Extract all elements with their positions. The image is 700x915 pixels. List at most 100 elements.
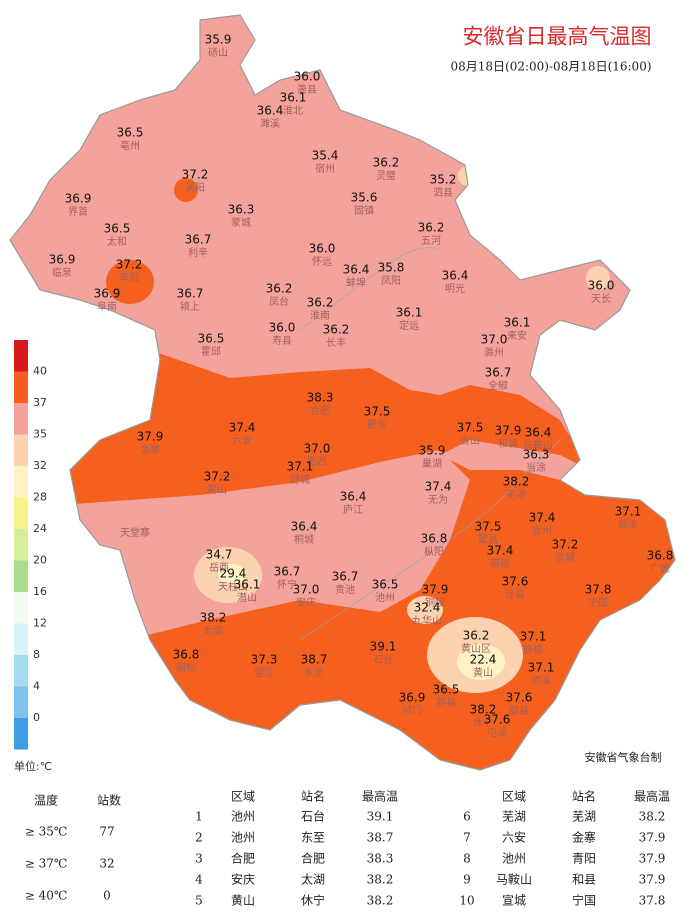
station-value: 36.4 <box>340 490 367 504</box>
station-name: 霍邱 <box>201 345 221 358</box>
station-name: 六安 <box>232 434 252 447</box>
top10-cell: 池州 <box>231 810 255 824</box>
station-value: 37.1 <box>520 630 547 644</box>
top10-cell: 休宁 <box>301 893 325 908</box>
legend-tick: 35 <box>33 428 47 441</box>
station-name: 萧县 <box>297 84 317 96</box>
station-value: 37.1 <box>615 505 642 519</box>
station-name: 阜南 <box>97 300 117 313</box>
station-name: 铜陵 <box>425 597 445 609</box>
station-value: 35.4 <box>312 149 339 163</box>
station-name: 利辛 <box>188 246 208 259</box>
subtitle: 08月18日(02:00)-08月18日(16:00) <box>450 60 651 74</box>
station-name: 休宁 <box>473 716 493 729</box>
top10-header: 区域 <box>231 790 255 804</box>
top10-cell: 马鞍山 <box>496 872 532 887</box>
station-name: 固镇 <box>354 204 374 217</box>
top10-cell: 38.7 <box>367 831 394 845</box>
station-name: 阜阳 <box>119 271 139 284</box>
station-name: 滁州 <box>484 346 504 359</box>
station-name: 凤台 <box>269 295 289 308</box>
station-name: 黄山 <box>473 666 493 679</box>
station-name: 九华山 <box>412 614 442 627</box>
station-value: 36.4 <box>343 263 370 277</box>
station-name: 全椒 <box>488 379 508 392</box>
station-value: 38.3 <box>307 391 334 405</box>
station-name: 泗县 <box>433 187 453 199</box>
legend-swatch <box>14 592 28 624</box>
station-name: 东至 <box>304 666 324 679</box>
station-value: 36.2 <box>266 282 293 296</box>
legend-tick: 0 <box>33 711 40 724</box>
station-value: 37.0 <box>293 583 320 597</box>
station-value: 36.9 <box>65 192 92 206</box>
top10-cell: 和县 <box>572 873 596 887</box>
station-value: 36.0 <box>309 242 336 256</box>
station-name: 砀山 <box>208 47 228 59</box>
top10-cell: 池州 <box>231 831 255 845</box>
stations: 砀山35.9萧县36.0淮北36.1濉溪36.4亳州36.5宿州35.4灵璧36… <box>49 33 674 740</box>
station-value: 37.0 <box>481 333 508 347</box>
legend-swatch <box>14 403 28 435</box>
legend-swatch <box>14 340 28 372</box>
station-value: 36.3 <box>228 203 255 217</box>
station-name: 舒城 <box>290 473 310 486</box>
top10-cell: 池州 <box>502 852 526 866</box>
station-name: 岳西 <box>209 562 229 574</box>
legend-swatch <box>14 466 28 498</box>
station-value: 36.9 <box>399 691 426 705</box>
station-name: 淮南 <box>310 309 330 322</box>
station-value: 37.8 <box>585 583 612 597</box>
station-value: 36.5 <box>104 222 131 236</box>
station-value: 35.2 <box>430 173 457 187</box>
station-name: 歙县 <box>509 704 529 717</box>
station-name: 五河 <box>421 235 441 247</box>
legend-swatch <box>14 371 28 403</box>
station-name: 广德 <box>650 562 670 575</box>
station-name: 黟县 <box>436 697 456 709</box>
station-name: 颍上 <box>180 300 200 313</box>
station-value: 36.7 <box>274 565 301 579</box>
station-value: 36.1 <box>504 316 531 330</box>
map-fill <box>10 15 675 770</box>
station-name: 含山 <box>460 434 480 447</box>
station-name: 涡阳 <box>185 182 205 194</box>
top10-cell: 石台 <box>301 809 325 824</box>
station-name: 泾县 <box>505 588 525 601</box>
station-name: 旌德 <box>523 643 543 656</box>
top10-header: 最高温 <box>362 789 398 804</box>
station-name: 黄山区 <box>461 642 491 655</box>
legend-tick: 40 <box>33 365 47 378</box>
stats-cell: 77 <box>99 825 114 839</box>
station-name: 明光 <box>445 282 465 295</box>
top10-cell: 39.1 <box>367 810 394 824</box>
station-name: 凤阳 <box>381 275 401 287</box>
station-value: 35.6 <box>351 191 378 205</box>
station-name: 望江 <box>254 666 274 679</box>
top10-cell: 37.9 <box>639 831 666 845</box>
station-value: 37.2 <box>204 470 231 484</box>
stats-header: 温度 <box>34 793 58 808</box>
station-name: 寿县 <box>272 334 292 347</box>
station-name: 南陵 <box>490 557 510 570</box>
station-name: 池州 <box>375 591 395 604</box>
station-value: 36.5 <box>198 332 225 346</box>
legend-unit: 单位:℃ <box>14 759 52 773</box>
legend-swatch <box>14 529 28 561</box>
top10-cell: 37.9 <box>639 873 666 887</box>
stats-cell: ≥ 40℃ <box>25 889 68 903</box>
stats-cell: 32 <box>99 857 114 871</box>
top10-cell: 37.9 <box>639 852 666 866</box>
station-value: 36.9 <box>94 287 121 301</box>
station-value: 37.9 <box>422 583 449 597</box>
station-value: 36.7 <box>332 570 359 584</box>
legend-swatch <box>14 655 28 687</box>
station-value: 35.9 <box>419 444 446 458</box>
station-value: 36.3 <box>523 448 550 462</box>
station-value: 37.2 <box>552 538 579 552</box>
station-value: 39.1 <box>370 640 397 654</box>
station-value: 38.2 <box>470 703 497 717</box>
top10-cell: 合肥 <box>301 851 325 866</box>
station-name: 桐城 <box>294 533 314 546</box>
